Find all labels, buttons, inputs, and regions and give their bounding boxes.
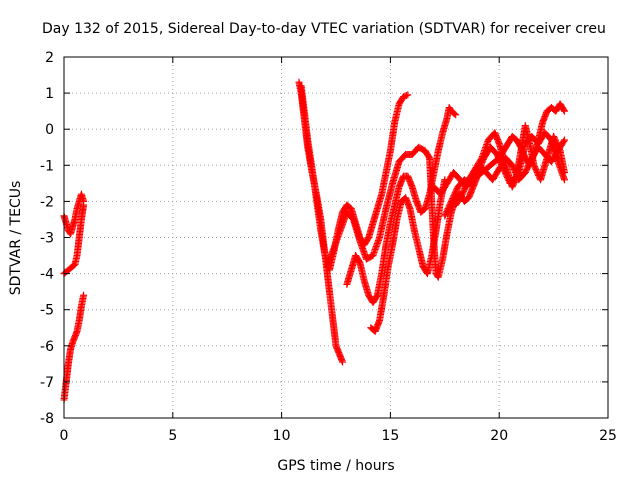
y-tick-labels: -8 -7 -6 -5 -4 -3 -2 -1 0 1 2 bbox=[40, 50, 54, 427]
data-point bbox=[514, 170, 522, 178]
data-point bbox=[80, 201, 88, 209]
y-tick-label: 0 bbox=[45, 122, 54, 138]
x-tick-label: 0 bbox=[60, 428, 69, 444]
data-point bbox=[560, 137, 568, 145]
y-tick-label: -2 bbox=[40, 194, 54, 210]
y-tick-label: -6 bbox=[40, 339, 54, 355]
x-tick-labels: 0 5 10 15 20 25 bbox=[60, 428, 617, 444]
data-point bbox=[560, 176, 568, 184]
chart-title: Day 132 of 2015, Sidereal Day-to-day VTE… bbox=[42, 21, 606, 37]
data-point bbox=[402, 92, 410, 100]
data-point bbox=[451, 110, 459, 118]
data-point bbox=[404, 91, 412, 99]
data-point bbox=[339, 358, 347, 366]
data-point bbox=[560, 136, 568, 144]
data-point bbox=[452, 111, 460, 119]
y-tick-label: -7 bbox=[40, 375, 54, 391]
x-tick-label: 10 bbox=[273, 428, 291, 444]
axis-ticks bbox=[63, 56, 609, 419]
data-points bbox=[60, 78, 568, 404]
y-tick-label: -1 bbox=[40, 158, 54, 174]
y-tick-label: -3 bbox=[40, 231, 54, 247]
x-tick-label: 15 bbox=[381, 428, 399, 444]
y-tick-label: -5 bbox=[40, 303, 54, 319]
y-axis-label: SDTVAR / TECUs bbox=[8, 181, 24, 296]
data-point bbox=[80, 291, 88, 299]
data-point bbox=[560, 106, 568, 114]
y-tick-label: 1 bbox=[45, 86, 54, 102]
y-tick-label: -8 bbox=[40, 411, 54, 427]
x-tick-label: 25 bbox=[599, 428, 617, 444]
data-point bbox=[560, 107, 568, 115]
y-tick-label: -4 bbox=[40, 267, 54, 283]
x-axis-label: GPS time / hours bbox=[277, 458, 394, 474]
x-tick-label: 20 bbox=[490, 428, 508, 444]
data-point bbox=[555, 145, 563, 153]
x-tick-label: 5 bbox=[168, 428, 177, 444]
y-tick-label: 2 bbox=[45, 50, 54, 66]
